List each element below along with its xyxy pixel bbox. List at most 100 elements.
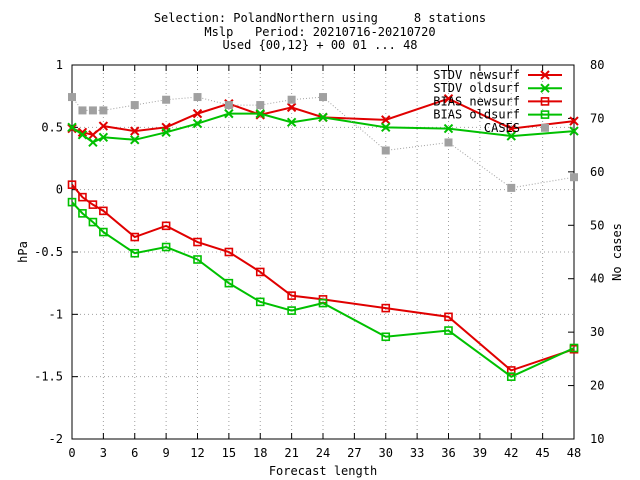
data-point xyxy=(570,173,578,182)
x-axis-ticks: 0 3 6 9 12 15 18 21 24 27 30 33 36 39 42 45 48 xyxy=(68,65,581,460)
data-point xyxy=(67,180,77,189)
data-point xyxy=(193,93,202,102)
x-tick-label: 45 xyxy=(535,446,549,460)
legend-marker xyxy=(540,110,550,119)
y-tick-label: -2 xyxy=(49,432,63,446)
data-point xyxy=(286,102,297,113)
data-point xyxy=(99,206,108,216)
data-point xyxy=(130,135,140,145)
data-point xyxy=(381,303,391,313)
legend-label: STDV newsurf xyxy=(433,68,520,82)
data-point xyxy=(88,130,98,140)
data-point xyxy=(78,209,87,218)
data-point xyxy=(161,242,171,252)
x-tick-label: 36 xyxy=(441,446,455,460)
x-tick-label: 24 xyxy=(316,446,330,460)
y2-axis-ticks: 80 70 60 50 40 30 20 10 xyxy=(568,58,604,446)
legend-label: BIAS newsurf xyxy=(433,94,520,108)
series-stdv-oldsurf xyxy=(67,108,579,148)
data-point xyxy=(224,101,233,110)
data-point xyxy=(88,217,98,227)
data-point xyxy=(88,200,98,209)
data-point xyxy=(381,115,391,125)
data-point xyxy=(193,237,202,247)
data-point xyxy=(255,108,265,119)
x-tick-label: 33 xyxy=(410,446,424,460)
y-tick-label: -1.5 xyxy=(34,370,63,384)
data-point xyxy=(99,227,108,237)
data-point xyxy=(381,122,391,133)
data-point xyxy=(67,122,77,133)
legend-label: BIAS oldsurf xyxy=(433,108,520,122)
y2-tick-label: 40 xyxy=(590,272,604,286)
data-point xyxy=(78,106,87,115)
data-series xyxy=(67,93,579,381)
x-axis-label: Forecast length xyxy=(269,464,377,478)
y2-tick-label: 50 xyxy=(590,218,604,232)
data-point xyxy=(224,278,234,288)
data-point xyxy=(255,297,265,307)
series-bias-oldsurf xyxy=(67,197,579,381)
data-point xyxy=(161,127,171,138)
data-point xyxy=(77,130,88,140)
data-point xyxy=(161,221,171,231)
chart-title-line-1: Selection: PolandNorthern using 8 statio… xyxy=(153,11,487,25)
data-point xyxy=(99,106,108,115)
data-point xyxy=(569,126,579,136)
y2-tick-label: 20 xyxy=(590,379,604,393)
data-point xyxy=(381,332,391,342)
x-tick-label: 39 xyxy=(473,446,487,460)
series-cases xyxy=(68,93,578,192)
y-axis-label: hPa xyxy=(16,241,30,263)
data-point xyxy=(224,247,234,257)
data-point xyxy=(88,137,98,148)
data-point xyxy=(130,101,139,110)
y-tick-label: -1 xyxy=(49,307,63,321)
x-tick-label: 48 xyxy=(567,446,581,460)
data-point xyxy=(287,291,296,300)
data-point xyxy=(67,197,77,207)
data-point xyxy=(130,126,140,136)
data-point xyxy=(68,93,76,102)
data-point xyxy=(506,131,516,141)
y-axis-ticks: 1 0.5 0 -0.5 -1 -1.5 -2 xyxy=(34,58,78,446)
y-tick-label: 0 xyxy=(56,183,63,197)
data-point xyxy=(444,326,453,335)
legend-marker xyxy=(541,123,549,132)
data-point xyxy=(98,121,109,131)
data-point xyxy=(506,123,516,134)
x-tick-label: 6 xyxy=(131,446,138,460)
data-point xyxy=(444,138,453,147)
data-point xyxy=(318,298,328,308)
data-point xyxy=(506,372,516,381)
chart-title-line-2: Mslp Period: 20210716-20210720 xyxy=(204,25,436,39)
data-point xyxy=(287,95,296,104)
y2-tick-label: 10 xyxy=(590,432,604,446)
data-point xyxy=(318,112,328,123)
data-point xyxy=(507,183,516,192)
x-tick-label: 12 xyxy=(190,446,204,460)
data-point xyxy=(78,192,87,202)
legend-label: CASES xyxy=(484,121,520,135)
data-point xyxy=(286,117,297,128)
data-point xyxy=(287,306,296,315)
x-tick-label: 3 xyxy=(100,446,107,460)
data-point xyxy=(443,123,454,134)
legend-marker xyxy=(540,70,550,80)
y2-tick-label: 30 xyxy=(590,325,604,339)
y-tick-label: -0.5 xyxy=(34,245,63,259)
y2-tick-label: 60 xyxy=(590,165,604,179)
y-tick-label: 1 xyxy=(56,58,63,72)
data-point xyxy=(130,232,140,242)
x-tick-label: 9 xyxy=(163,446,170,460)
data-point xyxy=(444,312,453,322)
y-tick-label: 0.5 xyxy=(41,120,63,134)
data-point xyxy=(569,343,579,353)
x-tick-label: 30 xyxy=(379,446,393,460)
legend-marker xyxy=(540,83,550,93)
y2-tick-label: 80 xyxy=(590,58,604,72)
x-tick-label: 18 xyxy=(253,446,267,460)
data-point xyxy=(319,93,327,102)
x-tick-label: 21 xyxy=(284,446,298,460)
